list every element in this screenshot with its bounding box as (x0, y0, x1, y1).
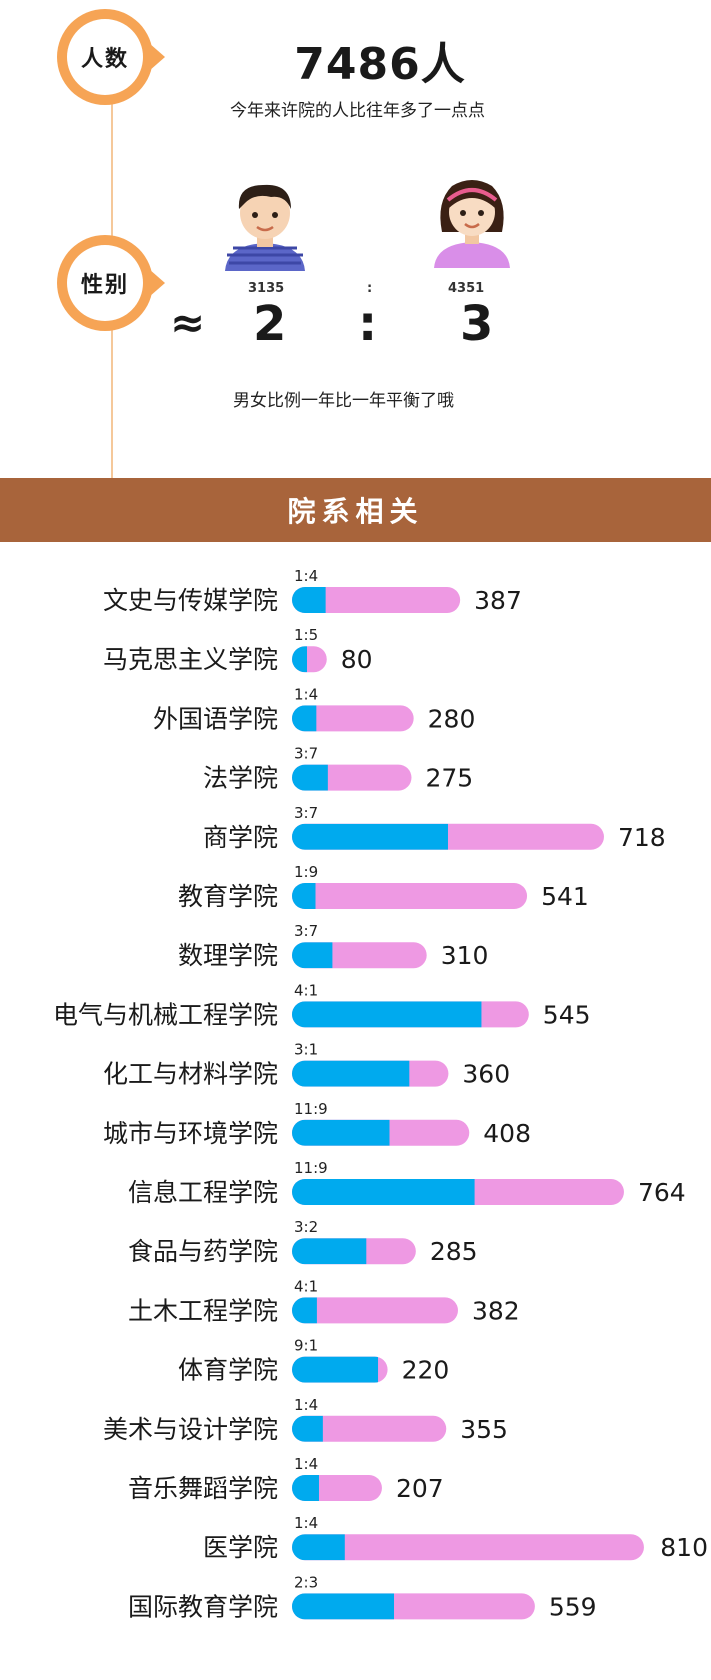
category-label: 医学院 (203, 1533, 278, 1562)
category-label: 国际教育学院 (128, 1592, 278, 1621)
bar-male (292, 1179, 475, 1205)
value-label: 220 (402, 1356, 450, 1385)
ratio-label: 11:9 (294, 1100, 328, 1118)
ratio-label: 1:9 (294, 863, 318, 881)
bar-male (292, 1475, 319, 1501)
bar-male (292, 1060, 410, 1087)
ratio-label: 4:1 (294, 981, 318, 999)
value-label: 280 (428, 704, 476, 733)
count-badge: 人数 (57, 9, 165, 105)
ratio-label: 1:4 (294, 685, 318, 703)
bar-male (292, 942, 333, 969)
category-label: 马克思主义学院 (103, 645, 278, 674)
gender-note: 男女比例一年比一年平衡了哦 (233, 391, 454, 411)
bar-male (292, 883, 316, 909)
ratio-left: 2 (253, 296, 287, 352)
bar-female (292, 705, 414, 732)
category-label: 商学院 (203, 823, 278, 852)
bar-female (292, 883, 528, 909)
ratio-colon: : (358, 296, 378, 352)
category-label: 外国语学院 (153, 704, 278, 733)
female-count: 4351 (448, 281, 485, 296)
value-label: 764 (638, 1178, 686, 1207)
ratio-label: 1:4 (294, 567, 318, 585)
ratio-label: 4:1 (294, 1277, 318, 1295)
bar-male (292, 1415, 323, 1442)
value-label: 310 (441, 941, 489, 970)
total-count: 7486人 (294, 39, 466, 90)
category-label: 文史与传媒学院 (103, 586, 278, 615)
ratio-label: 3:7 (294, 804, 318, 822)
bar-male (292, 823, 448, 850)
bar-male (292, 1593, 395, 1620)
category-label: 土木工程学院 (128, 1296, 278, 1325)
ratio-label: 3:7 (294, 922, 318, 940)
gender-badge-label: 性别 (67, 245, 143, 321)
bar-female (292, 1534, 644, 1561)
value-label: 360 (462, 1060, 510, 1089)
bar-female (292, 1297, 458, 1324)
value-label: 382 (472, 1296, 520, 1325)
ratio-label: 1:4 (294, 1455, 318, 1473)
bar-male (292, 705, 317, 732)
faculty-chart: 文史与传媒学院 1:4 387 马克思主义学院 1:5 80 外国语学院 1:4 280 法学院 3… (53, 567, 708, 1621)
value-label: 275 (425, 764, 473, 793)
category-label: 城市与环境学院 (103, 1119, 278, 1148)
bar-male (292, 1356, 379, 1383)
count-badge-label: 人数 (67, 19, 143, 95)
male-count: 3135 (248, 281, 285, 296)
ratio-label: 1:4 (294, 1396, 318, 1414)
ratio-label: 3:1 (294, 1041, 318, 1059)
value-label: 810 (660, 1533, 708, 1562)
value-label: 355 (460, 1415, 508, 1444)
count-separator: : (367, 281, 373, 296)
bar-male (292, 1534, 345, 1561)
bar-male (292, 646, 307, 673)
category-label: 法学院 (203, 764, 278, 793)
approx-sign: ≈ (170, 298, 206, 347)
bar-male (292, 1297, 317, 1324)
bar-male (292, 587, 326, 613)
value-label: 285 (430, 1237, 478, 1266)
category-label: 化工与材料学院 (103, 1060, 278, 1089)
category-label: 体育学院 (178, 1356, 278, 1385)
ratio-label: 2:3 (294, 1573, 318, 1591)
bar-female (292, 587, 461, 613)
bar-male (292, 1238, 367, 1265)
ratio-right: 3 (460, 296, 494, 352)
value-label: 408 (483, 1119, 531, 1148)
bar-male (292, 764, 328, 791)
category-label: 音乐舞蹈学院 (128, 1474, 278, 1503)
bar-male (292, 1001, 482, 1028)
ratio-label: 9:1 (294, 1337, 318, 1355)
female-avatar-icon (422, 172, 522, 268)
ratio-label: 3:2 (294, 1218, 318, 1236)
section-title: 院系相关 (0, 478, 711, 542)
category-label: 信息工程学院 (128, 1178, 278, 1207)
value-label: 545 (543, 1000, 591, 1029)
ratio-label: 3:7 (294, 745, 318, 763)
total-note: 今年来许院的人比往年多了一点点 (230, 101, 485, 121)
ratio-label: 11:9 (294, 1159, 328, 1177)
gender-badge: 性别 (57, 235, 165, 331)
value-label: 207 (396, 1474, 444, 1503)
value-label: 80 (341, 645, 373, 674)
value-label: 541 (541, 882, 589, 911)
value-label: 559 (549, 1592, 597, 1621)
ratio-label: 1:4 (294, 1514, 318, 1532)
category-label: 美术与设计学院 (103, 1415, 278, 1444)
bar-male (292, 1119, 390, 1146)
male-avatar-icon (215, 175, 315, 271)
value-label: 718 (618, 823, 666, 852)
value-label: 387 (474, 586, 522, 615)
category-label: 电气与机械工程学院 (53, 1000, 278, 1029)
category-label: 教育学院 (178, 882, 278, 911)
bar-female (292, 1415, 447, 1442)
ratio-label: 1:5 (294, 626, 318, 644)
category-label: 数理学院 (178, 941, 278, 970)
category-label: 食品与药学院 (128, 1237, 278, 1266)
